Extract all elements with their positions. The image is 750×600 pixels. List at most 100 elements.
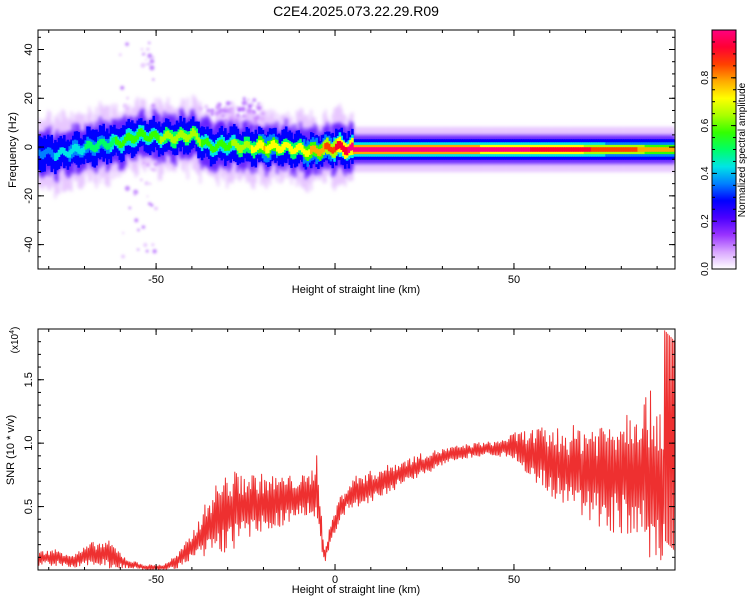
heatmap-cell xyxy=(338,140,342,149)
heatmap-cell xyxy=(657,147,660,152)
colorbar-tick-label: 0.6 xyxy=(700,118,711,132)
heatmap-cell xyxy=(349,144,352,151)
heatmap-cell xyxy=(84,143,88,150)
heatmap-speckle-cell xyxy=(125,42,129,47)
heatmap-cell xyxy=(592,147,596,152)
heatmap-cell xyxy=(225,144,229,151)
heatmap-speckle-cell xyxy=(235,106,240,110)
heatmap-cell xyxy=(200,139,204,148)
heatmap-cell xyxy=(342,145,345,153)
heatmap-speckle-cell xyxy=(210,111,215,117)
heatmap-cell xyxy=(515,147,519,152)
heatmap-cell xyxy=(642,147,646,152)
heatmap-cell xyxy=(79,148,82,155)
heatmap-cell xyxy=(279,146,283,154)
colorbar-tick-label: 0.0 xyxy=(700,262,711,276)
heatmap-cell xyxy=(322,144,326,152)
heatmap-cell xyxy=(252,147,256,153)
heatmap-cell xyxy=(68,150,71,158)
heatmap-speckle-cell xyxy=(126,96,130,100)
heatmap-cell xyxy=(299,143,302,151)
heatmap-cell xyxy=(241,144,245,150)
heatmap-cell xyxy=(245,140,249,148)
heatmap-cell xyxy=(589,147,592,152)
heatmap-cell xyxy=(406,147,410,152)
heatmap-cell xyxy=(116,139,120,146)
heatmap-cell xyxy=(437,147,440,152)
heatmap-cell xyxy=(399,147,403,152)
heatmap-cell xyxy=(43,149,46,158)
snr-panel: -50 0 50 0.5 1.0 1.5 Height of straight line … xyxy=(5,327,676,596)
heatmap-x-tick-label: 50 xyxy=(508,274,520,286)
heatmap-cell xyxy=(256,142,259,150)
heatmap-cell xyxy=(165,131,168,139)
heatmap-speckle-cell xyxy=(145,63,148,66)
heatmap-cell xyxy=(413,147,417,152)
heatmap-speckle-cell xyxy=(252,98,257,103)
heatmap-cell xyxy=(633,147,637,152)
heatmap-band-5 xyxy=(38,128,675,161)
heatmap-cell xyxy=(71,145,75,153)
heatmap-cell xyxy=(134,135,138,142)
snr-series-line xyxy=(38,330,675,570)
heatmap-cell xyxy=(38,149,41,156)
snr-x-tick-label: 50 xyxy=(508,574,520,586)
heatmap-cell xyxy=(476,147,479,152)
heatmap-cell xyxy=(88,140,91,149)
heatmap-speckle-cell xyxy=(257,102,260,106)
heatmap-cell xyxy=(660,147,664,152)
heatmap-cell xyxy=(283,142,286,150)
heatmap-cell xyxy=(361,147,365,152)
chart-title: C2E4.2025.073.22.29.R09 xyxy=(273,3,439,19)
heatmap-cell xyxy=(612,147,615,152)
heatmap-cell xyxy=(542,147,546,152)
heatmap-cell xyxy=(410,147,413,152)
heatmap-speckle-cell xyxy=(143,242,148,248)
heatmap-cell xyxy=(562,147,565,152)
heatmap-cell xyxy=(456,147,460,152)
heatmap-cell xyxy=(54,153,57,161)
heatmap-cell xyxy=(669,147,673,152)
heatmap-cell xyxy=(512,147,515,152)
heatmap-cell xyxy=(449,147,453,152)
heatmap-cell xyxy=(635,147,639,152)
heatmap-cell xyxy=(673,147,675,152)
snr-x-tick-label: 0 xyxy=(332,574,338,586)
heatmap-cell xyxy=(156,132,159,141)
heatmap-cell xyxy=(451,147,454,152)
heatmap-cell xyxy=(193,130,197,137)
snr-x-axis-label: Height of straight line (km) xyxy=(292,584,420,596)
heatmap-cell xyxy=(170,134,173,143)
heatmap-cell xyxy=(655,147,658,152)
heatmap-cell xyxy=(275,143,279,152)
heatmap-cell xyxy=(607,147,610,152)
heatmap-cell xyxy=(524,147,528,152)
heatmap-speckle-cell xyxy=(124,185,130,191)
heatmap-cell xyxy=(610,147,614,152)
heatmap-speckle-cell xyxy=(210,108,215,113)
heatmap-speckle-cell xyxy=(152,249,157,254)
heatmap-cell xyxy=(506,147,510,152)
heatmap-cell xyxy=(619,147,623,152)
heatmap-speckle-cell xyxy=(145,249,149,253)
heatmap-cell xyxy=(404,147,408,152)
heatmap-cell xyxy=(621,147,624,152)
heatmap-cell xyxy=(254,145,258,152)
heatmap-speckle-cell xyxy=(248,105,252,108)
heatmap-cell xyxy=(496,147,499,152)
heatmap-cell xyxy=(462,147,465,152)
heatmap-cell xyxy=(417,147,420,152)
heatmap-cell xyxy=(360,147,363,152)
heatmap-y-tick-label: 20 xyxy=(23,92,35,104)
heatmap-cell xyxy=(395,147,399,152)
heatmap-cell xyxy=(624,147,628,152)
heatmap-cell xyxy=(528,147,531,152)
heatmap-cell xyxy=(639,147,642,152)
heatmap-cell xyxy=(227,142,231,151)
heatmap-cell xyxy=(490,147,494,152)
heatmap-cell xyxy=(234,140,238,149)
heatmap-speckle-cell xyxy=(147,202,152,206)
heatmap-cell xyxy=(372,147,376,152)
heatmap-cell xyxy=(481,147,485,152)
